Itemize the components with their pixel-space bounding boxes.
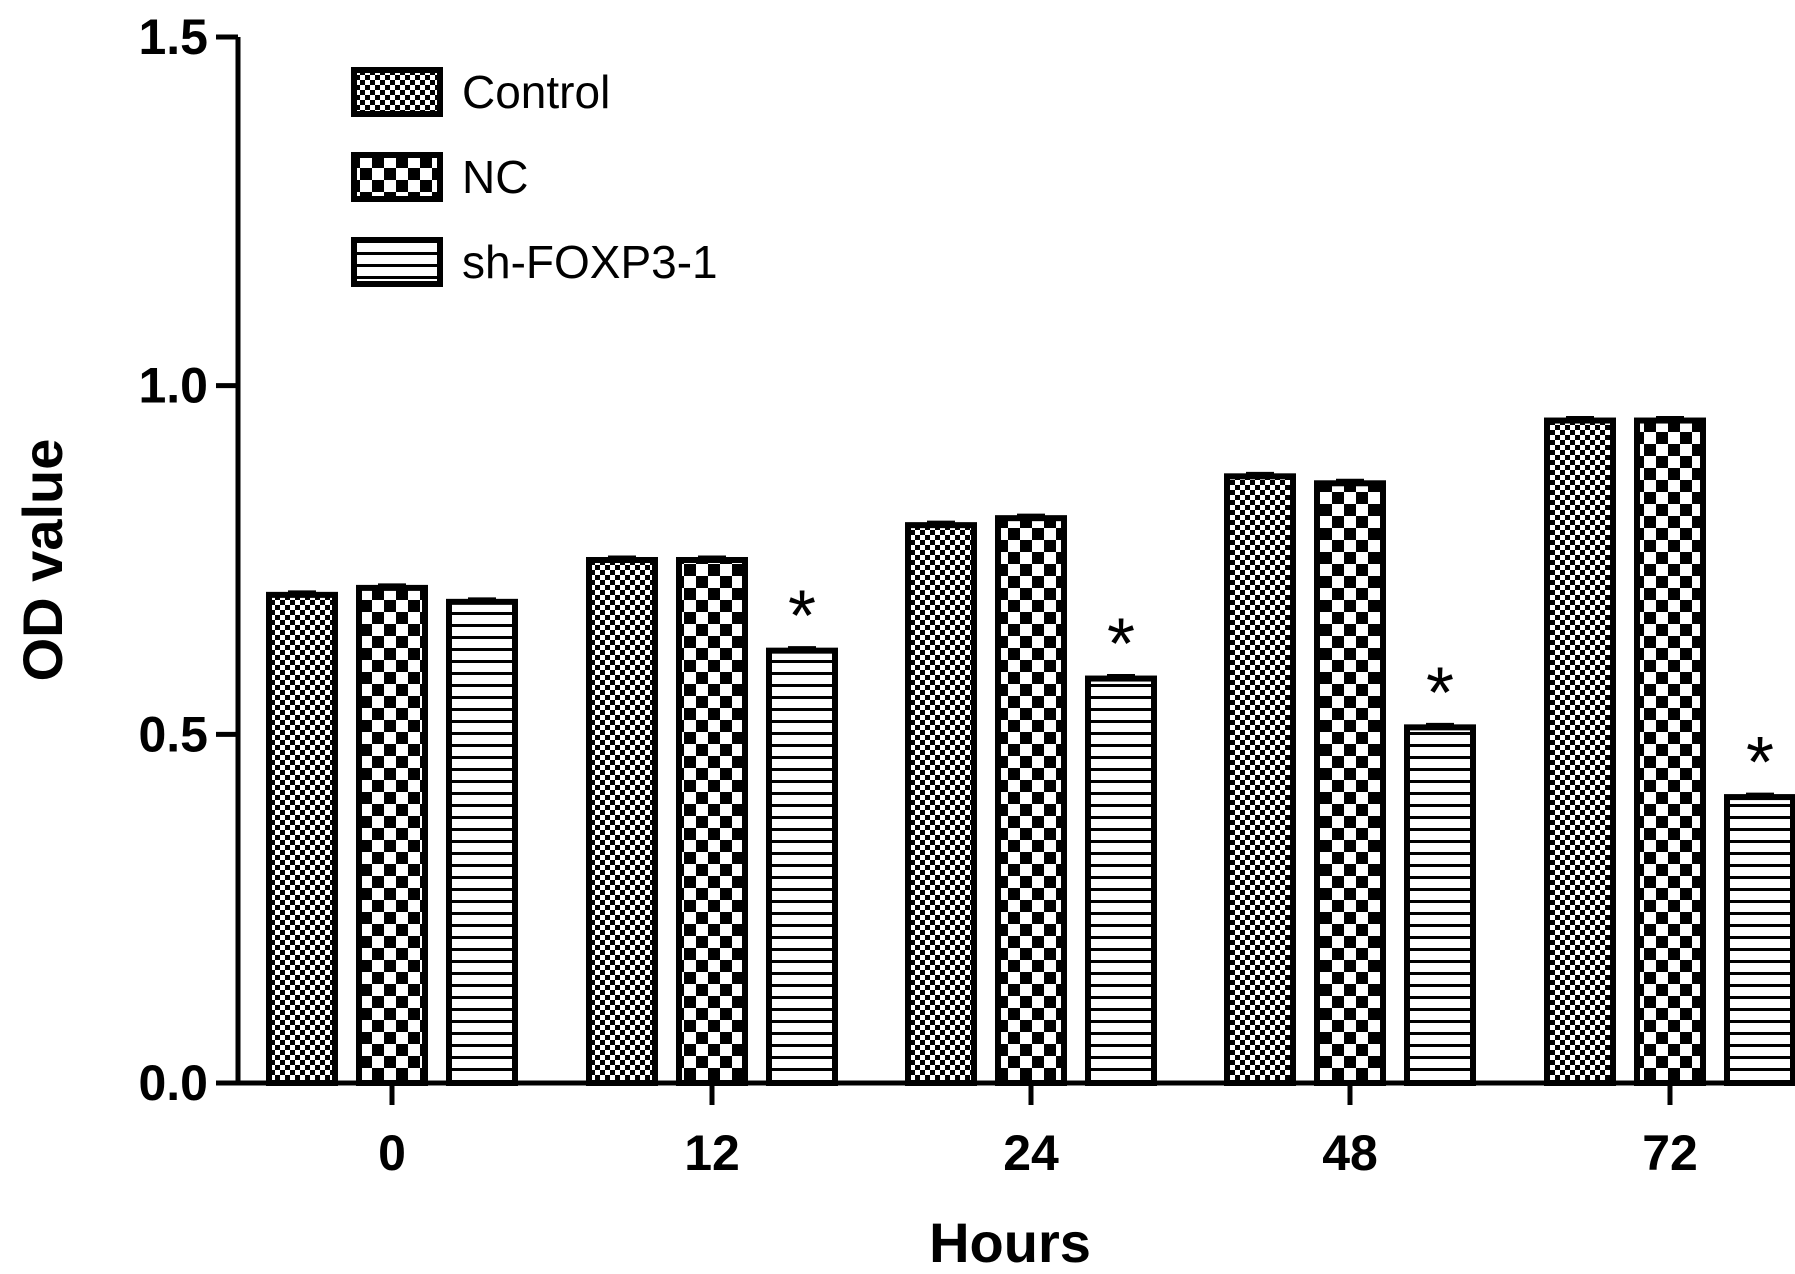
significance-asterisk: *	[1426, 653, 1454, 733]
bar-nc-48h	[1314, 480, 1386, 1086]
y-axis: 0.0 0.5 1.0 1.5	[138, 9, 241, 1111]
x-tick-label: 12	[684, 1125, 740, 1181]
bar-sh-foxp3-1-0h	[446, 598, 518, 1087]
y-axis-title: OD value	[11, 439, 74, 682]
bar-sh-foxp3-1-48h	[1404, 724, 1476, 1086]
bar-control-48h	[1224, 473, 1296, 1086]
bar-control-24h	[905, 522, 977, 1086]
legend-label: Control	[462, 66, 610, 118]
bar-sh-foxp3-1-72h	[1724, 794, 1795, 1086]
significance-asterisk: *	[1107, 605, 1135, 685]
bar-sh-foxp3-1-24h	[1085, 675, 1157, 1087]
y-tick-label: 1.5	[138, 9, 208, 65]
legend: Control NC sh-FOXP3-1	[351, 66, 718, 288]
legend-swatch-sh-foxp3-1	[351, 237, 443, 287]
significance-asterisk: *	[788, 577, 816, 657]
bars-group	[266, 416, 1795, 1087]
legend-swatch-control	[351, 67, 443, 117]
legend-swatch-nc	[351, 152, 443, 202]
bar-nc-24h	[995, 515, 1067, 1086]
x-tick-label: 0	[378, 1125, 406, 1181]
significance-asterisk: *	[1746, 723, 1774, 803]
bar-nc-12h	[676, 557, 748, 1086]
x-tick-label: 24	[1003, 1125, 1059, 1181]
y-tick-label: 0.5	[138, 706, 208, 762]
y-tick-label: 0.0	[138, 1055, 208, 1111]
legend-label: sh-FOXP3-1	[462, 236, 718, 288]
x-tick-label: 72	[1642, 1125, 1698, 1181]
bar-nc-72h	[1634, 417, 1706, 1086]
legend-label: NC	[462, 151, 528, 203]
significance-annotations: * * * *	[788, 577, 1774, 803]
y-tick-label: 1.0	[138, 358, 208, 414]
bar-control-0h	[266, 591, 338, 1086]
bar-control-72h	[1544, 417, 1616, 1086]
x-axis: 0 12 24 48 72	[238, 1080, 1785, 1181]
bar-sh-foxp3-1-12h	[766, 647, 838, 1086]
x-tick-label: 48	[1322, 1125, 1378, 1181]
bar-nc-0h	[356, 584, 428, 1086]
bar-control-12h	[586, 557, 658, 1086]
x-axis-title: Hours	[929, 1211, 1091, 1274]
